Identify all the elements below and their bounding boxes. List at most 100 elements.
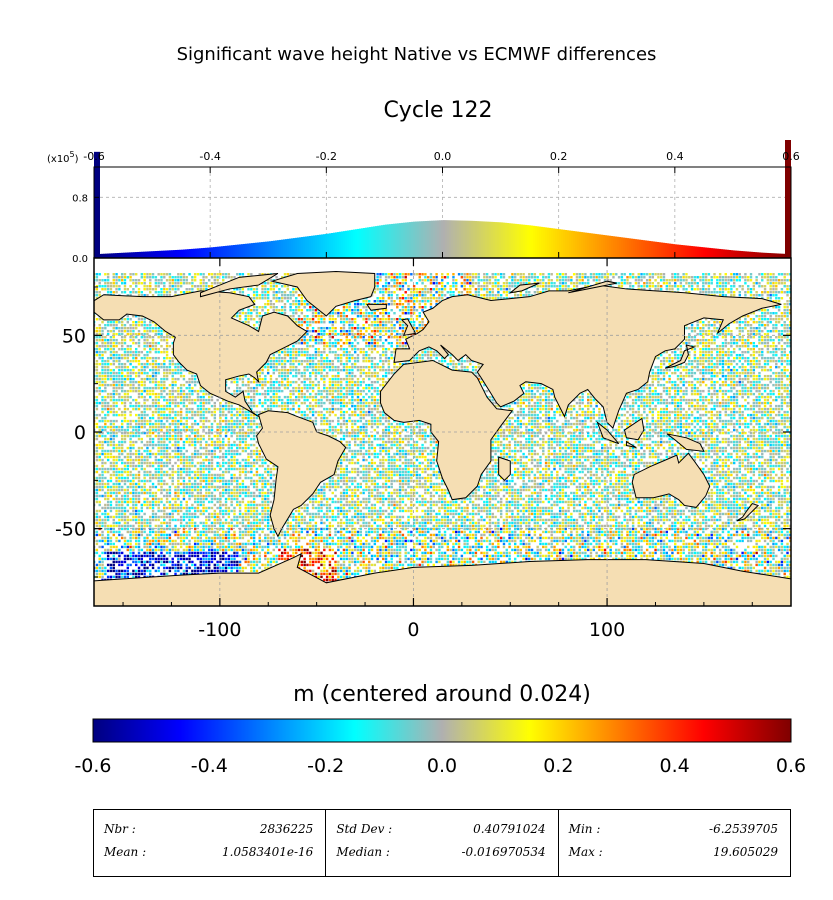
- map-data-point: [556, 524, 559, 528]
- histogram-bar: [553, 228, 556, 258]
- map-data-point: [106, 515, 110, 519]
- map-data-point: [219, 518, 222, 522]
- map-data-point: [216, 569, 219, 573]
- map-data-point: [337, 542, 340, 546]
- map-data-point: [463, 539, 466, 543]
- histogram-bar: [635, 239, 638, 258]
- histogram-bar: [201, 248, 204, 258]
- map-data-point: [471, 560, 475, 564]
- map-data-point: [266, 536, 270, 540]
- histogram-bar: [467, 220, 470, 258]
- map-data-point: [244, 566, 247, 570]
- map-data-point: [163, 509, 166, 513]
- map-data-point: [258, 527, 261, 531]
- map-data-point: [763, 533, 767, 537]
- map-data-point: [584, 536, 587, 540]
- map-data-point: [424, 518, 427, 522]
- map-data-point: [227, 548, 231, 552]
- map-data-point: [662, 515, 666, 519]
- map-data-point: [449, 563, 452, 567]
- map-data-point: [685, 530, 688, 534]
- map-data-point: [160, 554, 163, 558]
- map-data-point: [272, 539, 275, 543]
- map-data-point: [578, 539, 581, 543]
- map-data-point: [149, 515, 152, 519]
- map-data-point: [721, 530, 725, 534]
- map-data-point: [151, 515, 155, 519]
- map-data-point: [674, 557, 677, 561]
- map-data-point: [233, 554, 236, 558]
- map-data-point: [348, 569, 351, 573]
- histogram-bar: [543, 227, 546, 258]
- map-data-point: [342, 542, 346, 546]
- map-data-point: [471, 521, 475, 525]
- map-data-point: [137, 539, 141, 543]
- map-data-point: [250, 566, 253, 570]
- map-data-point: [157, 539, 160, 543]
- map-data-point: [727, 551, 730, 555]
- map-data-point: [769, 572, 772, 576]
- map-data-point: [429, 548, 433, 552]
- map-data-point: [373, 518, 377, 522]
- map-data-point: [309, 551, 312, 555]
- map-data-point: [429, 545, 433, 549]
- map-data-point: [106, 524, 110, 528]
- map-data-point: [446, 524, 450, 528]
- map-data-point: [222, 548, 225, 552]
- map-data-point: [356, 557, 360, 561]
- map-data-point: [407, 551, 410, 555]
- map-data-point: [659, 557, 663, 561]
- map-data-point: [286, 542, 290, 546]
- map-data-point: [617, 557, 621, 561]
- map-data-point: [171, 539, 174, 543]
- map-data-point: [351, 551, 354, 555]
- map-data-point: [151, 554, 155, 558]
- map-data-point: [196, 554, 200, 558]
- map-data-point: [106, 569, 110, 573]
- map-data-point: [188, 542, 191, 546]
- map-data-point: [244, 518, 247, 522]
- map-data-point: [421, 545, 424, 549]
- map-data-point: [629, 518, 632, 522]
- map-data-point: [696, 521, 699, 525]
- map-data-point: [300, 521, 304, 525]
- histogram-ytick-label: 0.0: [72, 254, 88, 265]
- map-data-point: [191, 551, 194, 555]
- map-data-point: [317, 557, 320, 561]
- map-data-point: [758, 563, 761, 567]
- histogram-bar: [369, 227, 372, 258]
- map-data-point: [533, 521, 537, 525]
- map-data-point: [595, 545, 598, 549]
- map-data-point: [345, 545, 348, 549]
- map-data-point: [362, 560, 365, 564]
- map-data-point: [289, 536, 292, 540]
- histogram-bar: [469, 220, 472, 258]
- map-data-point: [163, 557, 166, 561]
- map-data-point: [348, 566, 351, 570]
- map-data-point: [446, 563, 450, 567]
- map-data-point: [741, 536, 744, 540]
- map-data-point: [255, 560, 259, 564]
- map-data-point: [556, 551, 559, 555]
- map-data-point: [393, 539, 396, 543]
- map-data-point: [163, 554, 166, 558]
- map-data-point: [716, 563, 719, 567]
- map-data-point: [707, 542, 711, 546]
- map-data-point: [572, 554, 576, 558]
- map-data-point: [404, 557, 407, 561]
- map-data-point: [112, 545, 115, 549]
- map-data-point: [368, 524, 371, 528]
- map-data-point: [163, 530, 166, 534]
- map-data-point: [283, 533, 287, 537]
- map-data-point: [483, 509, 486, 513]
- map-data-point: [140, 554, 144, 558]
- map-data-point: [368, 521, 371, 525]
- map-data-point: [783, 512, 786, 516]
- map-data-point: [199, 557, 202, 561]
- map-data-point: [732, 521, 736, 525]
- map-data-point: [252, 521, 256, 525]
- map-data-point: [266, 542, 270, 546]
- map-data-point: [679, 512, 683, 516]
- map-data-point: [547, 554, 551, 558]
- map-data-point: [292, 551, 295, 555]
